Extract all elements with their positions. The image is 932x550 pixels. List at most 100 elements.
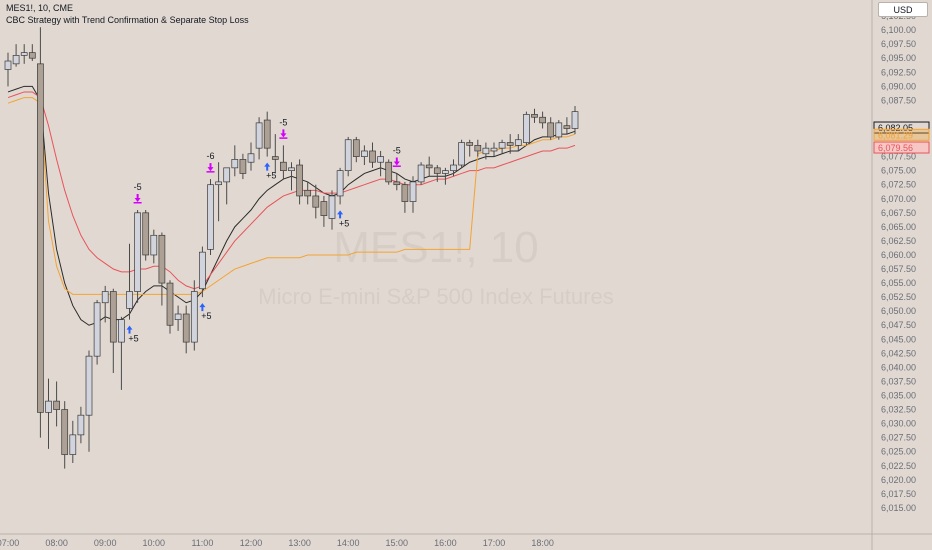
candle-body [190,291,198,343]
y-tick-label: 6,037.50 [881,376,916,386]
candle-body [442,170,449,174]
candle [506,134,514,154]
y-tick-label: 6,070.00 [881,194,916,204]
y-tick-label: 6,100.00 [881,25,916,35]
candle-body [450,164,457,171]
entry-arrow-icon [337,210,344,219]
exit-arrow-icon [280,129,287,138]
candle [20,44,28,64]
candle-body [296,164,303,197]
candle-body [4,60,12,70]
candle [12,44,20,67]
exit-label: -5 [279,117,287,127]
candle-body [45,400,52,413]
exit-label: -5 [393,145,401,155]
price-tag [873,128,930,141]
candle [134,210,141,303]
candle [320,195,328,227]
candle [442,167,449,185]
candle-body [150,234,158,256]
exit-bar [133,202,142,204]
y-tick-label: 6,025.00 [881,447,916,457]
candle [215,162,222,222]
y-tick-label: 6,097.50 [881,39,916,49]
candle-body [85,355,93,416]
y-tick-label: 6,022.50 [881,461,916,471]
y-tick-label: 6,052.50 [881,292,916,302]
x-tick-label: 11:00 [191,538,213,548]
candle-body [425,164,433,169]
candle-body [304,189,312,197]
candle-body [271,156,279,160]
y-tick-label: 6,030.00 [881,419,916,429]
candle [304,181,312,205]
x-tick-label: 15:00 [386,538,409,548]
candle [101,285,109,323]
y-tick-label: 6,072.50 [881,180,916,190]
price-tag [873,141,930,154]
candle-body [571,111,579,129]
y-tick-label: 6,062.50 [881,236,916,246]
candle-body [28,52,36,59]
candle-body [69,434,77,455]
candle [280,145,287,180]
candle-body [61,409,69,455]
candle-body [344,139,352,171]
candle [474,139,482,157]
entry-label: +5 [266,171,276,181]
candle [563,117,571,135]
y-tick-label: 6,047.50 [881,320,916,330]
candle-body [142,212,150,256]
y-tick-label: 6,077.50 [881,152,916,162]
candle-body [417,164,425,183]
strategy-label[interactable]: CBC Strategy with Trend Confirmation & S… [6,15,249,25]
candle [231,145,239,177]
y-tick-label: 6,040.00 [881,362,916,372]
y-tick-label: 6,042.50 [881,348,916,358]
candle-body [336,170,344,197]
candle [312,184,320,219]
y-tick-label: 6,092.50 [881,67,916,77]
candle [523,111,530,146]
candle-body [433,167,441,174]
y-tick-label: 6,075.00 [881,166,916,176]
candle-body [401,184,409,202]
candle-body [523,114,530,143]
x-tick-label: 14:00 [337,538,360,548]
candle [166,280,174,334]
y-tick-label: 6,090.00 [881,81,916,91]
y-tick-label: 6,057.50 [881,264,916,274]
watermark-description: Micro E-mini S&P 500 Index Futures [258,284,613,309]
candle-body [563,125,571,129]
candle [85,350,93,452]
candle [118,316,125,390]
candle-body [328,195,336,219]
candle [514,134,522,151]
price-tag-label: 6,079.56 [878,143,913,153]
candle-body [409,181,417,202]
candle-body [247,153,255,163]
candle-body [280,161,287,171]
candle-body [474,145,482,152]
symbol-label[interactable]: MES1!, 10, CME [6,3,74,13]
candle-body [369,150,376,163]
candle [158,232,166,306]
y-tick-label: 6,035.00 [881,391,916,401]
candle-body [231,159,239,169]
watermark-symbol: MES1!, 10 [333,223,538,272]
candle [450,159,457,177]
candle-body [288,167,295,171]
candle [126,243,133,320]
candle-body [215,181,222,186]
candle-body [182,313,190,343]
candle-body [223,167,231,183]
entry-arrow-icon [199,303,206,312]
candle [150,229,158,264]
x-tick-label: 13:00 [288,538,311,548]
candle-body [320,201,328,216]
candle [239,153,247,180]
currency-button[interactable]: USD [878,2,928,17]
candle-body [458,142,465,166]
entry-label: +5 [339,218,349,228]
